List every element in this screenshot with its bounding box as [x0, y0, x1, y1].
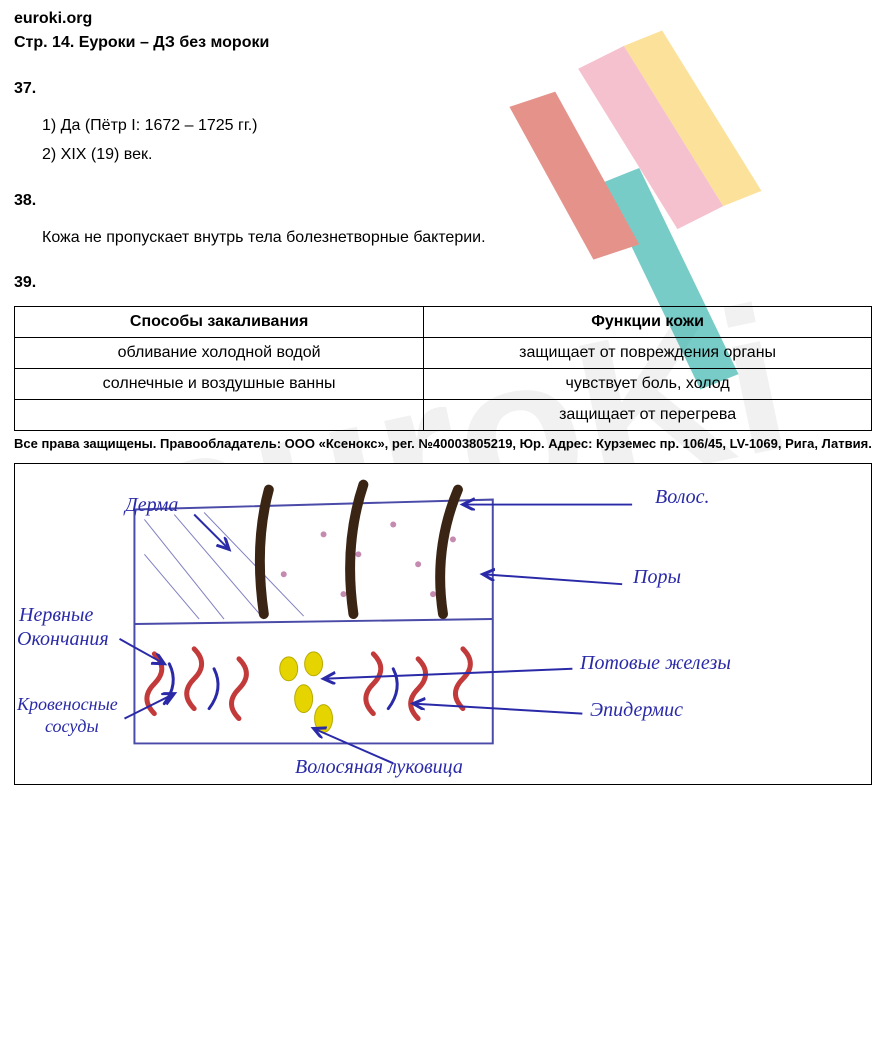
table-header-row: Способы закаливания Функции кожи [15, 307, 872, 338]
question-37-number: 37. [14, 80, 872, 98]
table-cell: защищает от перегрева [424, 400, 872, 431]
table-row: защищает от перегрева [15, 400, 872, 431]
leader-lines [120, 504, 633, 763]
label-epidermis: Эпидермис [590, 699, 683, 722]
label-sosudy: сосуды [45, 716, 99, 737]
label-potovye: Потовые железы [580, 652, 731, 675]
label-nervnye: Нервные [19, 604, 93, 627]
label-derma: Дерма [125, 494, 178, 517]
copyright-text: Все права защищены. Правообладатель: ООО… [14, 435, 872, 453]
hairs [260, 485, 458, 614]
page-heading: Стр. 14. Еуроки – ДЗ без мороки [14, 34, 872, 52]
site-link[interactable]: euroki.org [14, 10, 872, 28]
table-cell: солнечные и воздушные ванны [15, 369, 424, 400]
table-row: обливание холодной водой защищает от пов… [15, 338, 872, 369]
question-37-answer-1: 1) Да (Пётр I: 1672 – 1725 гг.) [14, 112, 872, 141]
table-cell: обливание холодной водой [15, 338, 424, 369]
label-okonchania: Окончания [17, 628, 109, 651]
label-krovenosnye: Кровеносные [17, 694, 118, 715]
pores [281, 521, 456, 597]
col-header-1: Способы закаливания [15, 307, 424, 338]
derma-hatch [144, 512, 303, 619]
table-cell [15, 400, 424, 431]
question-38-number: 38. [14, 192, 872, 210]
label-pory: Поры [633, 566, 681, 589]
hardening-table: Способы закаливания Функции кожи обливан… [14, 306, 872, 431]
table-cell: защищает от повреждения органы [424, 338, 872, 369]
sweat-glands [280, 652, 333, 733]
skin-diagram: Дерма Волос. Поры Нервные Окончания Пото… [14, 463, 872, 785]
epidermis-line [134, 619, 492, 624]
col-header-2: Функции кожи [424, 307, 872, 338]
table-cell: чувствует боль, холод [424, 369, 872, 400]
question-38-text: Кожа не пропускает внутрь тела болезнетв… [14, 224, 872, 253]
question-39-number: 39. [14, 274, 872, 292]
label-lukvitsa: Волосяная луковица [295, 756, 463, 779]
table-row: солнечные и воздушные ванны чувствует бо… [15, 369, 872, 400]
label-volos: Волос. [655, 486, 710, 509]
question-37-answer-2: 2) XIX (19) век. [14, 141, 872, 170]
